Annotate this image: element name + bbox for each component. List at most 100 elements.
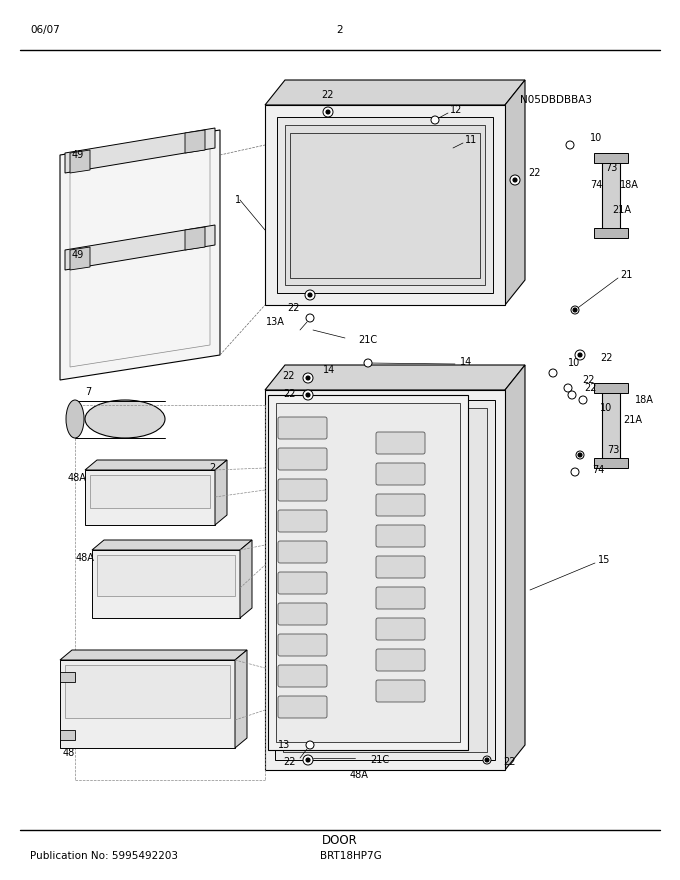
Bar <box>265 390 505 770</box>
Text: 22: 22 <box>322 90 335 100</box>
Bar <box>276 403 460 742</box>
FancyBboxPatch shape <box>278 417 327 439</box>
Circle shape <box>578 353 582 357</box>
Circle shape <box>510 175 520 185</box>
Polygon shape <box>185 130 205 153</box>
FancyBboxPatch shape <box>376 432 425 454</box>
Text: 18A: 18A <box>635 395 654 405</box>
Text: 21: 21 <box>620 270 632 280</box>
Bar <box>90 475 210 508</box>
Text: 22: 22 <box>284 757 296 767</box>
FancyBboxPatch shape <box>278 696 327 718</box>
Polygon shape <box>65 128 215 173</box>
Polygon shape <box>70 150 90 173</box>
Text: N05DBDBBA3: N05DBDBBA3 <box>520 95 592 105</box>
Polygon shape <box>92 540 252 550</box>
Text: 13: 13 <box>277 740 290 750</box>
Circle shape <box>513 178 517 182</box>
Text: 11: 11 <box>465 135 477 145</box>
Circle shape <box>326 110 330 114</box>
Polygon shape <box>60 672 75 682</box>
Text: 22: 22 <box>600 353 613 363</box>
Bar <box>85 470 215 525</box>
Text: 73: 73 <box>605 163 617 173</box>
Circle shape <box>571 468 579 476</box>
Circle shape <box>323 107 333 117</box>
Circle shape <box>303 373 313 383</box>
Bar <box>265 105 505 305</box>
Text: 22: 22 <box>282 371 295 381</box>
Bar <box>275 400 495 760</box>
Text: 12: 12 <box>450 105 462 115</box>
Text: 48A: 48A <box>68 473 87 483</box>
Polygon shape <box>602 158 620 230</box>
Circle shape <box>549 369 557 377</box>
Text: 2: 2 <box>337 25 343 35</box>
FancyBboxPatch shape <box>278 634 327 656</box>
Text: 22: 22 <box>284 389 296 399</box>
Text: 49: 49 <box>72 250 84 260</box>
Circle shape <box>576 451 584 459</box>
Text: 10: 10 <box>568 358 580 368</box>
Circle shape <box>364 359 372 367</box>
Text: 73: 73 <box>607 445 619 455</box>
Circle shape <box>573 308 577 312</box>
Circle shape <box>571 306 579 314</box>
Text: 1: 1 <box>235 195 241 205</box>
FancyBboxPatch shape <box>278 665 327 687</box>
Text: 74: 74 <box>592 465 605 475</box>
FancyBboxPatch shape <box>376 587 425 609</box>
FancyBboxPatch shape <box>376 463 425 485</box>
Bar <box>285 125 485 285</box>
Circle shape <box>579 396 587 404</box>
Text: 21A: 21A <box>612 205 631 215</box>
Polygon shape <box>85 460 227 470</box>
FancyBboxPatch shape <box>278 603 327 625</box>
Text: 13A: 13A <box>266 317 285 327</box>
FancyBboxPatch shape <box>278 541 327 563</box>
Text: 14: 14 <box>323 365 335 375</box>
Polygon shape <box>185 227 205 250</box>
Circle shape <box>306 314 314 322</box>
Bar <box>268 395 468 750</box>
Circle shape <box>566 141 574 149</box>
FancyBboxPatch shape <box>376 494 425 516</box>
Polygon shape <box>60 130 220 380</box>
Text: 21C: 21C <box>370 755 389 765</box>
Bar <box>290 133 480 278</box>
Text: BRT18HP7G: BRT18HP7G <box>320 851 381 861</box>
Circle shape <box>431 116 439 124</box>
Circle shape <box>306 376 310 380</box>
Polygon shape <box>594 228 628 238</box>
Text: 2: 2 <box>209 463 215 473</box>
Text: 22: 22 <box>503 757 515 767</box>
Text: 22: 22 <box>528 168 541 178</box>
Circle shape <box>306 741 314 749</box>
Circle shape <box>483 756 491 764</box>
Polygon shape <box>70 247 90 270</box>
Bar <box>277 117 493 293</box>
Polygon shape <box>594 153 628 163</box>
Polygon shape <box>60 650 247 660</box>
Bar <box>60 660 235 748</box>
Polygon shape <box>602 388 620 460</box>
Polygon shape <box>505 80 525 305</box>
FancyBboxPatch shape <box>278 510 327 532</box>
Text: 15: 15 <box>598 555 611 565</box>
Bar <box>92 550 240 618</box>
Circle shape <box>306 758 310 762</box>
FancyBboxPatch shape <box>376 680 425 702</box>
Circle shape <box>568 391 576 399</box>
Circle shape <box>305 290 315 300</box>
Text: 74: 74 <box>590 180 602 190</box>
Polygon shape <box>235 650 247 748</box>
FancyBboxPatch shape <box>376 618 425 640</box>
Bar <box>283 408 487 752</box>
Text: 06/07: 06/07 <box>30 25 60 35</box>
Polygon shape <box>240 540 252 618</box>
Text: 22: 22 <box>582 375 594 385</box>
Text: 18A: 18A <box>620 180 639 190</box>
Text: 49: 49 <box>72 150 84 160</box>
Text: 48A: 48A <box>350 770 369 780</box>
Polygon shape <box>505 365 525 770</box>
